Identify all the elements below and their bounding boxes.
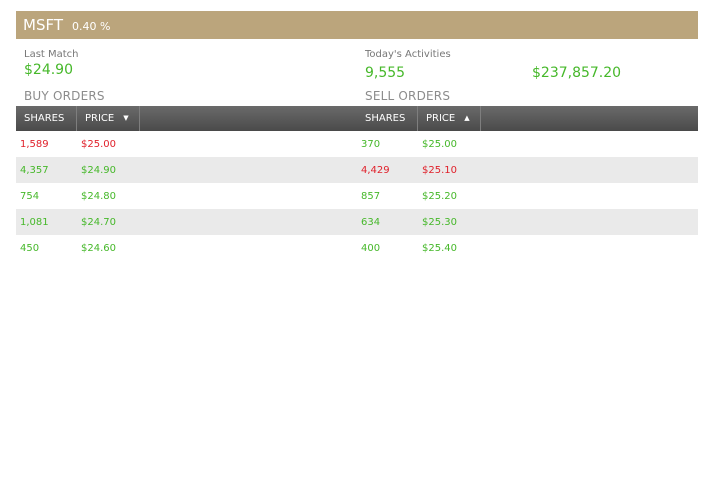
price-cell: $25.00 [81,138,116,150]
ticker-change: 0.40 % [72,19,111,33]
table-row[interactable]: 370 $25.00 [357,131,698,157]
shares-cell: 634 [361,216,381,228]
table-row[interactable]: 400 $25.40 [357,235,698,261]
activities-label: Today's Activities [365,49,451,60]
shares-cell: 754 [20,190,40,202]
table-row[interactable]: 754 $24.80 [16,183,357,209]
price-cell: $25.20 [422,190,457,202]
shares-cell: 857 [361,190,381,202]
shares-cell: 4,429 [361,164,390,176]
table-row[interactable]: 1,081 $24.70 [16,209,357,235]
shares-cell: 4,357 [20,164,49,176]
buy-orders-title: BUY ORDERS [24,89,105,103]
price-cell: $25.30 [422,216,457,228]
shares-cell: 1,589 [20,138,49,150]
table-row[interactable]: 4,357 $24.90 [16,157,357,183]
sell-col-shares[interactable]: SHARES [357,106,418,131]
table-row[interactable]: 4,429 $25.10 [357,157,698,183]
shares-cell: 450 [20,242,40,254]
activities-shares: 9,555 [365,65,406,81]
sell-rows: 370 $25.00 4,429 $25.10 857 $25.20 634 $25.30 40… [357,131,698,261]
price-cell: $24.70 [81,216,116,228]
price-cell: $25.40 [422,242,457,254]
sort-ascending-icon: ▲ [464,114,470,122]
buy-orders-grid: SHARES PRICE ▼ 1,589 $25.00 4,357 $24.90 754… [16,106,357,260]
last-match-value: $24.90 [24,62,73,78]
sell-col-price[interactable]: PRICE ▲ [418,106,481,131]
buy-rows: 1,589 $25.00 4,357 $24.90 754 $24.80 1,081 $24.… [16,131,357,261]
price-cell: $24.90 [81,164,116,176]
shares-cell: 400 [361,242,381,254]
price-cell: $25.10 [422,164,457,176]
buy-col-price[interactable]: PRICE ▼ [77,106,140,131]
buy-col-shares[interactable]: SHARES [16,106,77,131]
ticker-header: MSFT 0.40 % [16,11,698,39]
buy-grid-header: SHARES PRICE ▼ [16,106,357,131]
shares-cell: 1,081 [20,216,49,228]
price-cell: $25.00 [422,138,457,150]
ticker-symbol: MSFT [23,16,63,34]
price-cell: $24.80 [81,190,116,202]
table-row[interactable]: 634 $25.30 [357,209,698,235]
last-match-label: Last Match [24,49,79,60]
table-row[interactable]: 450 $24.60 [16,235,357,261]
sell-orders-title: SELL ORDERS [365,89,451,103]
table-row[interactable]: 857 $25.20 [357,183,698,209]
price-cell: $24.60 [81,242,116,254]
sell-col-spacer [481,106,698,131]
buy-col-spacer [140,106,357,131]
table-row[interactable]: 1,589 $25.00 [16,131,357,157]
activities-value: $237,857.20 [532,65,622,81]
sell-grid-header: SHARES PRICE ▲ [357,106,698,131]
shares-cell: 370 [361,138,381,150]
sell-orders-grid: SHARES PRICE ▲ 370 $25.00 4,429 $25.10 857 $2… [357,106,698,260]
sort-descending-icon: ▼ [123,114,129,122]
